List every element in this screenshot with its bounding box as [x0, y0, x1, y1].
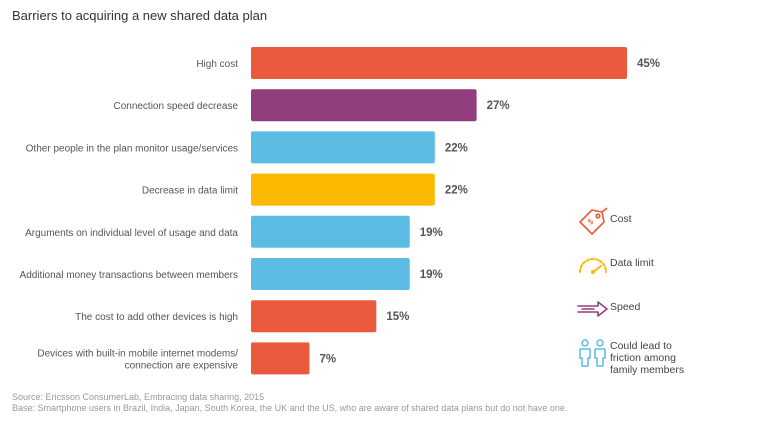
- legend-label: Cost: [610, 213, 632, 225]
- chart-title: Barriers to acquiring a new shared data …: [12, 8, 268, 23]
- value-label: 19%: [420, 269, 443, 281]
- category-label: Devices with built-in mobile internet mo…: [37, 348, 238, 371]
- bar: [251, 89, 477, 122]
- speed-arrow-icon: [577, 301, 608, 317]
- category-label: The cost to add other devices is high: [75, 312, 238, 323]
- value-label: 45%: [637, 58, 660, 70]
- category-label: Decrease in data limit: [142, 186, 238, 197]
- value-label: 7%: [319, 353, 336, 365]
- category-label: Additional money transactions between me…: [20, 270, 238, 281]
- legend-item-friction: Could lead to friction among family memb…: [576, 338, 756, 376]
- category-label: Other people in the plan monitor usage/s…: [26, 143, 238, 154]
- footer: Source: Ericsson ConsumerLab, Embracing …: [12, 392, 567, 414]
- bar: [251, 300, 377, 333]
- legend-label: Could lead to friction among family memb…: [610, 340, 685, 376]
- legend-label: Speed: [610, 301, 641, 313]
- gauge-icon: [579, 258, 607, 274]
- bar: [251, 131, 435, 164]
- bar: [251, 173, 435, 206]
- legend-item-cost: $ Cost: [576, 206, 756, 236]
- bar: [251, 47, 627, 79]
- category-label: Connection speed decrease: [113, 101, 238, 112]
- price-tag-icon: $: [579, 207, 608, 235]
- category-label: High cost: [196, 59, 238, 70]
- source-note: Source: Ericsson ConsumerLab, Embracing …: [12, 392, 265, 402]
- svg-text:$: $: [586, 217, 596, 227]
- legend-item-speed: Speed: [576, 294, 756, 324]
- value-label: 15%: [386, 311, 409, 323]
- bar: [251, 215, 410, 248]
- legend-item-data-limit: Data limit: [576, 250, 756, 280]
- legend: $ Cost Data limit Speed: [576, 206, 756, 390]
- value-label: 27%: [487, 100, 510, 112]
- bar: [251, 342, 310, 375]
- category-label: Arguments on individual level of usage a…: [25, 228, 238, 239]
- value-label: 22%: [445, 185, 468, 197]
- legend-label: Data limit: [610, 257, 654, 269]
- base-note: Base: Smartphone users in Brazil, India,…: [12, 403, 568, 413]
- value-label: 19%: [420, 227, 443, 239]
- family-icon: [579, 339, 606, 367]
- value-label: 22%: [445, 142, 468, 154]
- bar: [251, 258, 410, 290]
